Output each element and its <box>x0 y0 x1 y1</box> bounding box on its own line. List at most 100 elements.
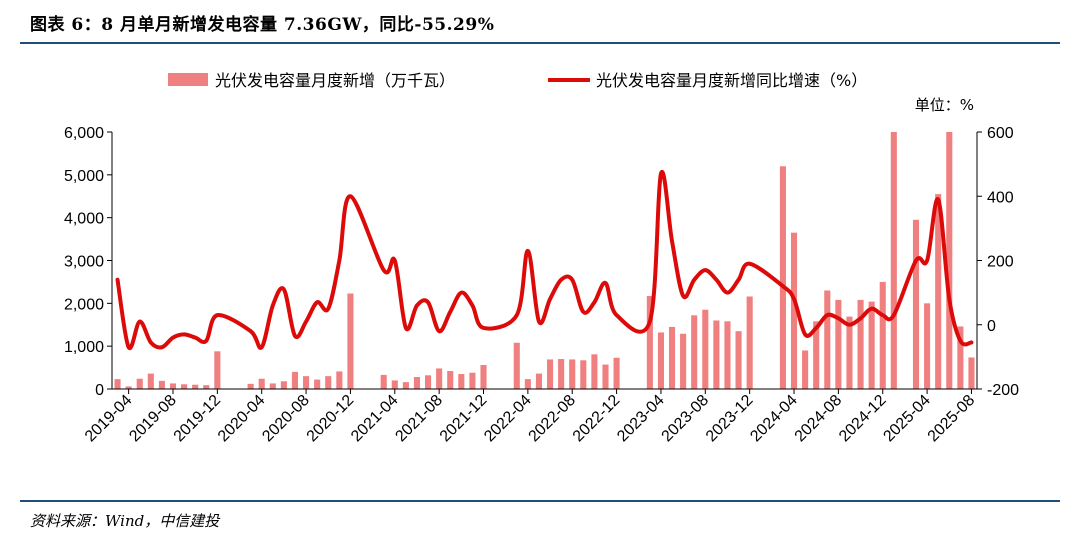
bar <box>591 354 598 389</box>
growth-series <box>115 169 974 351</box>
bar <box>447 371 454 389</box>
bar <box>303 376 310 389</box>
bar <box>413 377 421 389</box>
x-tick-label: 2021-12 <box>437 392 491 446</box>
x-tick-label: 2023-08 <box>659 392 713 446</box>
bar <box>879 281 886 389</box>
bar <box>924 303 931 389</box>
bar <box>868 301 875 389</box>
bar <box>813 321 820 389</box>
bar <box>713 320 720 389</box>
bar <box>569 359 576 389</box>
bar <box>957 326 964 389</box>
right-tick-label: 200 <box>987 254 1014 271</box>
bar <box>136 378 143 389</box>
bar <box>436 368 443 389</box>
x-tick-label: 2020-04 <box>215 392 269 446</box>
right-tick-label: -200 <box>987 382 1019 399</box>
bar <box>258 378 265 389</box>
x-tick-label: 2021-08 <box>392 392 446 446</box>
bar <box>192 384 199 389</box>
bar <box>325 376 332 389</box>
x-tick-label: 2019-04 <box>82 392 136 446</box>
left-tick-label: 5,000 <box>64 168 104 185</box>
bar <box>691 315 698 389</box>
bar <box>269 383 276 389</box>
bar <box>336 371 343 389</box>
source-note: 资料来源：Wind，中信建投 <box>30 512 220 530</box>
bar <box>402 382 409 389</box>
x-tick-label: 2019-12 <box>171 392 225 446</box>
bar <box>469 372 476 389</box>
bar <box>602 364 609 389</box>
left-tick-label: 6,000 <box>64 125 104 142</box>
bar <box>558 359 565 389</box>
bottom-divider <box>20 500 1060 502</box>
bar <box>846 316 853 389</box>
x-tick-label: 2024-12 <box>836 392 890 446</box>
bar <box>613 357 620 389</box>
left-tick-label: 0 <box>95 382 104 399</box>
x-tick-label: 2020-12 <box>304 392 358 446</box>
bar <box>890 132 897 389</box>
left-tick-label: 1,000 <box>64 339 104 356</box>
legend-bar-label: 光伏发电容量月度新增（万千瓦） <box>215 71 455 90</box>
bar <box>314 379 321 389</box>
bar <box>580 360 587 389</box>
bar <box>824 290 831 389</box>
bar <box>790 232 798 389</box>
bar <box>802 350 809 389</box>
bar <box>968 357 975 389</box>
bar <box>680 333 687 389</box>
bar <box>547 359 554 389</box>
bar <box>835 299 842 389</box>
bar <box>735 331 742 389</box>
x-tick-label: 2024-04 <box>747 392 801 446</box>
legend: 光伏发电容量月度新增（万千瓦） 光伏发电容量月度新增同比增速（%） <box>168 71 867 90</box>
chart-title: 图表 6：8 月单月新增发电容量 7.36GW，同比-55.29% <box>30 15 495 35</box>
bar <box>935 194 942 389</box>
bar <box>347 293 354 389</box>
bar <box>946 132 953 389</box>
bar <box>169 383 177 389</box>
x-tick-label: 2022-08 <box>526 392 580 446</box>
bar <box>203 385 210 389</box>
bar <box>181 384 188 389</box>
bar <box>458 374 465 389</box>
x-tick-label: 2022-04 <box>481 392 535 446</box>
top-divider <box>20 42 1060 44</box>
bar <box>425 375 432 389</box>
left-tick-label: 4,000 <box>64 211 104 228</box>
bar <box>746 296 753 389</box>
bar <box>535 373 543 389</box>
bar <box>646 296 653 389</box>
bar <box>724 321 731 389</box>
right-tick-label: 600 <box>987 125 1014 142</box>
bar <box>857 299 864 389</box>
bar <box>158 380 165 389</box>
bar-series <box>114 132 975 389</box>
bar <box>247 383 254 389</box>
x-tick-label: 2023-04 <box>614 392 668 446</box>
bar <box>380 374 387 389</box>
right-tick-label: 400 <box>987 189 1014 206</box>
x-tick-label: 2019-08 <box>126 392 180 446</box>
x-tick-label: 2021-04 <box>348 392 402 446</box>
left-tick-label: 2,000 <box>64 296 104 313</box>
legend-line-label: 光伏发电容量月度新增同比增速（%） <box>596 71 867 90</box>
bar <box>668 326 676 389</box>
unit-label: 单位：% <box>915 96 974 114</box>
x-tick-label: 2023-12 <box>703 392 757 446</box>
bar <box>125 386 132 389</box>
bar <box>657 332 664 389</box>
growth-line <box>115 169 974 351</box>
bar <box>280 381 287 389</box>
x-tick-label: 2025-08 <box>925 392 979 446</box>
x-tick-label: 2025-04 <box>880 392 934 446</box>
bar <box>524 379 531 389</box>
bar <box>779 166 786 389</box>
right-tick-label: 0 <box>987 318 996 335</box>
bar <box>513 342 520 389</box>
x-tick-label: 2020-08 <box>259 392 313 446</box>
axes: 0 1,000 2,000 3,000 4,000 5,000 6,000 -200 0 200 4… <box>64 125 1019 445</box>
